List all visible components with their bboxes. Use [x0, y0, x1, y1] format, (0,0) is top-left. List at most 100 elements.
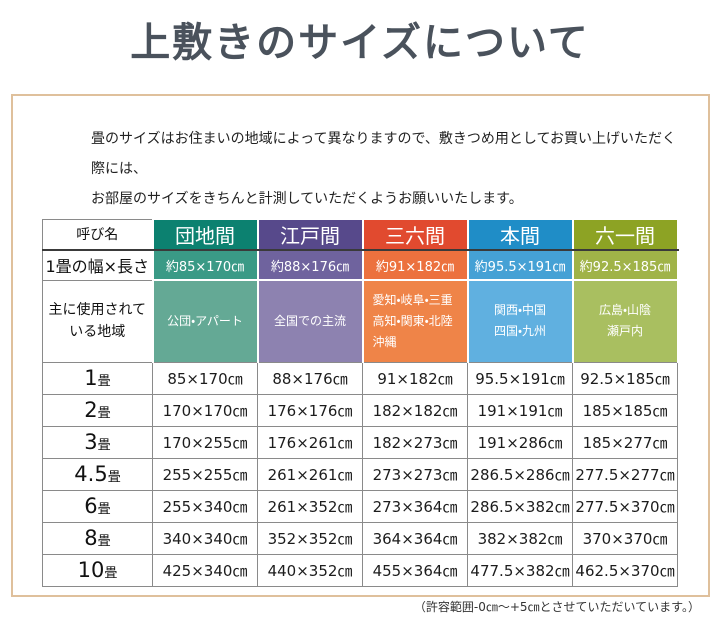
size-cell: 85×170㎝: [152, 361, 258, 395]
column-header-edoma: 江戸間: [256, 218, 364, 251]
size-cell: 340×340㎝: [152, 521, 258, 555]
size-cell: 88×176㎝: [257, 361, 363, 395]
tolerance-note: （許容範囲-0㎝～+5㎝とさせていただいています。）: [413, 599, 700, 614]
intro-line-2: お部屋のサイズをきちんと計測していただくようお願いいたします。: [91, 191, 523, 207]
intro-line-1: 畳のサイズはお住まいの地域によって異なりますので、敷きつめ用としてお買い上げいた…: [91, 131, 677, 177]
region-label-line: 主に使用されて: [48, 302, 147, 318]
size-cell: 440×352㎝: [257, 553, 363, 587]
size-row-label: 1畳: [42, 361, 153, 395]
tatami-size-table: 呼び名 団地間 江戸間 三六間 本間 六一間 1畳の幅×長さ 約85×170㎝ …: [42, 218, 679, 587]
size-unit: 畳: [107, 470, 121, 485]
column-header-rokuichima: 六一間: [571, 218, 679, 251]
region-line: 高知・関東・北陸: [372, 313, 453, 328]
size-cell: 91×182㎝: [362, 361, 468, 395]
width-cell: 約95.5×191㎝: [466, 249, 574, 281]
region-label-line: いる地域: [69, 324, 126, 340]
size-unit: 畳: [104, 566, 118, 581]
size-cell: 191×286㎝: [467, 425, 573, 459]
width-cell: 約92.5×185㎝: [571, 249, 679, 281]
size-row-label: 10畳: [42, 553, 153, 587]
size-cell: 364×364㎝: [362, 521, 468, 555]
table-row: 8畳 340×340㎝ 352×352㎝ 364×364㎝ 382×382㎝ 3…: [42, 521, 678, 555]
page-title: 上敷きのサイズについて: [130, 19, 590, 66]
width-row-label: 1畳の幅×長さ: [42, 249, 153, 281]
region-cell: 公団・アパート: [151, 279, 259, 363]
size-number: 2: [84, 398, 98, 422]
size-cell: 352×352㎝: [257, 521, 363, 555]
size-cell: 382×382㎝: [467, 521, 573, 555]
size-row-label: 3畳: [42, 425, 153, 459]
table-row: 2畳 170×170㎝ 176×176㎝ 182×182㎝ 191×191㎝ 1…: [42, 393, 678, 427]
table-header-row: 呼び名 団地間 江戸間 三六間 本間 六一間: [42, 218, 679, 251]
table-row: 4.5畳 255×255㎝ 261×261㎝ 273×273㎝ 286.5×28…: [42, 457, 678, 491]
size-cell: 176×176㎝: [257, 393, 363, 427]
column-header-sanrokuma: 三六間: [361, 218, 469, 251]
size-cell: 462.5×370㎝: [572, 553, 678, 587]
intro-text: 畳のサイズはお住まいの地域によって異なりますので、敷きつめ用としてお買い上げいた…: [91, 124, 678, 214]
region-cell: 広島・山陰 瀬戸内: [571, 279, 679, 363]
region-line: 関西・中国: [493, 303, 547, 318]
table-row: 6畳 255×340㎝ 261×352㎝ 273×364㎝ 286.5×382㎝…: [42, 489, 678, 523]
size-number: 4.5: [74, 462, 108, 486]
column-header-danchima: 団地間: [151, 218, 259, 251]
size-cell: 477.5×382㎝: [467, 553, 573, 587]
region-line: 広島・山陰: [598, 303, 652, 318]
size-unit: 畳: [97, 438, 111, 453]
size-cell: 261×261㎝: [257, 457, 363, 491]
width-row: 1畳の幅×長さ 約85×170㎝ 約88×176㎝ 約91×182㎝ 約95.5…: [42, 249, 679, 281]
width-cell: 約85×170㎝: [151, 249, 259, 281]
size-cell: 370×370㎝: [572, 521, 678, 555]
size-cell: 255×255㎝: [152, 457, 258, 491]
size-cell: 255×340㎝: [152, 489, 258, 523]
region-line: 公団・アパート: [167, 313, 243, 328]
size-unit: 畳: [97, 534, 111, 549]
size-cell: 261×352㎝: [257, 489, 363, 523]
size-number: 1: [84, 366, 98, 390]
size-unit: 畳: [97, 374, 111, 389]
size-cell: 286.5×286㎝: [467, 457, 573, 491]
size-number: 3: [84, 430, 98, 454]
region-cell: 関西・中国 四国・九州: [466, 279, 574, 363]
size-number: 6: [84, 494, 98, 518]
table-row: 10畳 425×340㎝ 440×352㎝ 455×364㎝ 477.5×382…: [42, 553, 678, 587]
width-cell: 約91×182㎝: [361, 249, 469, 281]
size-cell: 170×255㎝: [152, 425, 258, 459]
corner-header: 呼び名: [42, 218, 153, 251]
size-unit: 畳: [97, 406, 111, 421]
table-row: 3畳 170×255㎝ 176×261㎝ 182×273㎝ 191×286㎝ 1…: [42, 425, 678, 459]
region-cell: 全国での主流: [256, 279, 364, 363]
size-number: 10: [77, 558, 105, 582]
size-unit: 畳: [97, 502, 111, 517]
size-cell: 170×170㎝: [152, 393, 258, 427]
size-cell: 176×261㎝: [257, 425, 363, 459]
size-cell: 286.5×382㎝: [467, 489, 573, 523]
size-cell: 92.5×185㎝: [572, 361, 678, 395]
size-cell: 182×273㎝: [362, 425, 468, 459]
size-cell: 191×191㎝: [467, 393, 573, 427]
size-cell: 182×182㎝: [362, 393, 468, 427]
size-row-label: 8畳: [42, 521, 153, 555]
region-row-label: 主に使用されて いる地域: [42, 279, 153, 363]
region-line: 瀬戸内: [606, 324, 643, 339]
size-cell: 425×340㎝: [152, 553, 258, 587]
region-row: 主に使用されて いる地域 公団・アパート 全国での主流 愛知・岐阜・三重 高知・…: [42, 279, 679, 363]
size-cell: 277.5×370㎝: [572, 489, 678, 523]
region-line: 沖縄: [372, 334, 397, 349]
size-cell: 277.5×277㎝: [572, 457, 678, 491]
size-row-label: 6畳: [42, 489, 153, 523]
size-row-label: 2畳: [42, 393, 153, 427]
region-cell: 愛知・岐阜・三重 高知・関東・北陸 沖縄: [361, 279, 469, 363]
size-cell: 185×277㎝: [572, 425, 678, 459]
size-cell: 273×273㎝: [362, 457, 468, 491]
size-cell: 95.5×191㎝: [467, 361, 573, 395]
size-number: 8: [84, 526, 98, 550]
table-row: 1畳 85×170㎝ 88×176㎝ 91×182㎝ 95.5×191㎝ 92.…: [42, 361, 678, 395]
region-line: 愛知・岐阜・三重: [372, 292, 453, 307]
region-line: 全国での主流: [273, 313, 346, 328]
size-cell: 185×185㎝: [572, 393, 678, 427]
size-cell: 455×364㎝: [362, 553, 468, 587]
width-cell: 約88×176㎝: [256, 249, 364, 281]
size-cell: 273×364㎝: [362, 489, 468, 523]
size-row-label: 4.5畳: [42, 457, 153, 491]
info-box: 畳のサイズはお住まいの地域によって異なりますので、敷きつめ用としてお買い上げいた…: [11, 94, 710, 614]
